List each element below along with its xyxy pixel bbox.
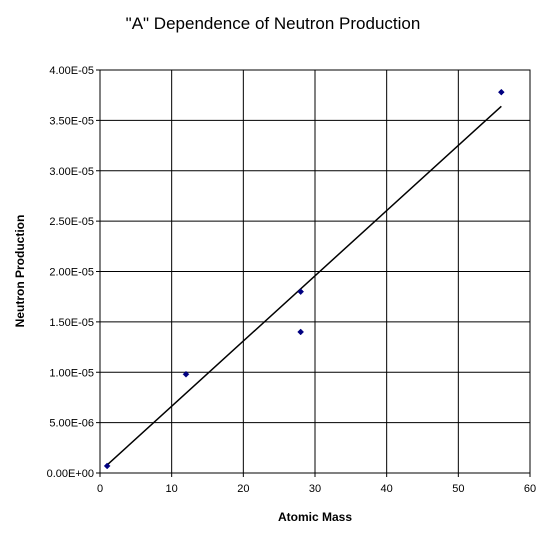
x-tick-label: 30 bbox=[309, 483, 321, 495]
x-axis-title: Atomic Mass bbox=[278, 510, 352, 524]
y-tick-label: 2.00E-05 bbox=[49, 267, 94, 279]
y-tick-label: 0.00E+00 bbox=[47, 468, 94, 480]
data-point bbox=[497, 88, 505, 96]
data-point bbox=[103, 462, 111, 470]
x-tick-label: 0 bbox=[97, 483, 103, 495]
y-axis: 0.00E+00 5.00E-06 1.00E-05 1.50E-05 2.00E-05… bbox=[47, 65, 100, 480]
x-tick-label: 50 bbox=[452, 483, 464, 495]
x-tick-label: 20 bbox=[237, 483, 249, 495]
chart-title: "A" Dependence of Neutron Production bbox=[126, 14, 421, 33]
y-axis-title: Neutron Production bbox=[13, 215, 27, 328]
gridlines bbox=[100, 70, 530, 473]
data-point bbox=[297, 328, 305, 336]
x-tick-label: 10 bbox=[166, 483, 178, 495]
data-point bbox=[182, 370, 190, 378]
y-tick-label: 5.00E-06 bbox=[49, 418, 94, 430]
y-tick-label: 1.00E-05 bbox=[49, 367, 94, 379]
y-tick-label: 4.00E-05 bbox=[49, 65, 94, 77]
data-point bbox=[297, 288, 305, 296]
data-points bbox=[103, 88, 505, 470]
y-tick-label: 3.00E-05 bbox=[49, 166, 94, 178]
trendline bbox=[106, 105, 502, 466]
x-tick-label: 60 bbox=[524, 483, 536, 495]
y-tick-label: 1.50E-05 bbox=[49, 317, 94, 329]
y-tick-label: 2.50E-05 bbox=[49, 216, 94, 228]
y-tick-label: 3.50E-05 bbox=[49, 115, 94, 127]
trendline-group bbox=[106, 105, 502, 466]
x-tick-label: 40 bbox=[381, 483, 393, 495]
x-axis: 0 10 20 30 40 50 60 bbox=[97, 473, 536, 495]
